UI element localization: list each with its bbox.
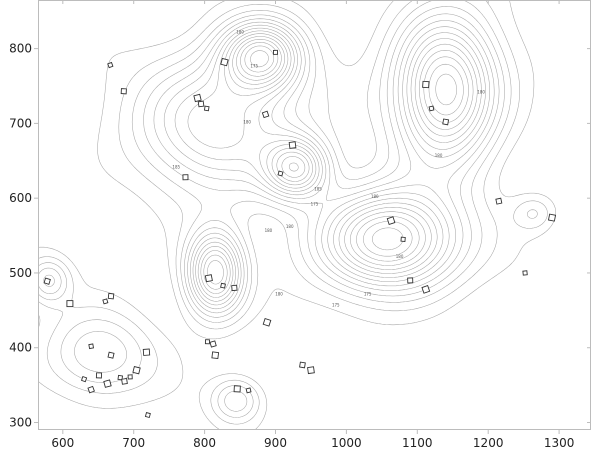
elevation-label: 180	[243, 119, 251, 124]
x-tick-label: 700	[122, 436, 145, 450]
elevation-label: 180	[286, 224, 294, 229]
elevation-label: 180	[435, 153, 443, 158]
plot-frame	[38, 0, 591, 430]
building-marker	[132, 365, 141, 375]
building-marker	[262, 317, 272, 327]
building-marker	[95, 372, 103, 379]
building-marker	[407, 277, 414, 284]
building-marker	[204, 274, 213, 283]
elevation-label: 180	[396, 254, 404, 259]
y-tick-label: 600	[9, 191, 32, 205]
building-marker	[193, 93, 202, 103]
building-marker	[127, 374, 133, 380]
y-tick-label: 700	[9, 116, 32, 130]
x-tick-label: 1100	[402, 436, 433, 450]
contour-line	[244, 45, 457, 251]
building-marker	[120, 88, 127, 95]
x-tick-label: 1300	[544, 436, 575, 450]
contour-line	[38, 0, 556, 430]
building-marker	[261, 110, 270, 119]
building-marker	[288, 141, 297, 149]
building-marker	[80, 376, 88, 383]
contour-line	[187, 27, 486, 302]
building-marker	[209, 340, 217, 348]
building-marker	[272, 49, 279, 55]
y-tick-label: 800	[9, 42, 32, 56]
building-marker	[203, 105, 210, 112]
building-marker	[220, 57, 229, 67]
contour-line	[38, 6, 505, 412]
contour-line	[207, 39, 469, 285]
building-marker	[233, 385, 241, 393]
building-marker	[197, 100, 205, 108]
y-tick-label: 500	[9, 266, 32, 280]
building-marker	[87, 385, 95, 394]
elevation-label: 175	[332, 303, 340, 308]
building-marker	[245, 387, 252, 394]
contour-line	[43, 13, 500, 314]
elevation-label: 185	[172, 164, 180, 169]
elevation-label: 175	[250, 63, 258, 68]
x-tick-label: 600	[51, 436, 74, 450]
x-axis: 600 700 800 900 1000 1100 1200 1300	[51, 0, 574, 450]
building-marker	[121, 378, 128, 385]
contour-line	[174, 24, 490, 306]
contour-line	[240, 42, 464, 257]
building-marker	[299, 361, 306, 369]
building-marker	[495, 197, 503, 205]
elevation-label: 175	[311, 202, 319, 207]
contour-line	[250, 50, 269, 68]
building-marker	[400, 236, 406, 242]
elevation-labels: 180 175 180 175 180 180 180 180 175 180 180 180 185 1…	[172, 30, 485, 308]
building-marker	[422, 80, 430, 89]
building-marker	[144, 412, 151, 419]
x-tick-label: 800	[193, 436, 216, 450]
x-tick-label: 1000	[331, 436, 362, 450]
x-tick-label: 1200	[473, 436, 504, 450]
building-marker	[231, 284, 238, 292]
building-marker	[102, 298, 109, 305]
building-marker	[107, 61, 114, 69]
building-marker	[307, 366, 315, 375]
building-marker	[442, 118, 450, 126]
building-marker	[66, 300, 74, 308]
building-marker	[522, 270, 528, 276]
building-marker	[107, 292, 115, 300]
contour-line	[200, 33, 478, 294]
elevation-label: 175	[364, 291, 372, 296]
elevation-label: 180	[275, 291, 283, 296]
building-marker	[103, 379, 112, 388]
elevation-label: 180	[477, 89, 485, 94]
y-tick-label: 400	[9, 341, 32, 355]
building-marker	[182, 174, 189, 181]
building-marker	[204, 339, 210, 345]
building-marker	[211, 351, 220, 360]
contour-line	[203, 36, 474, 290]
building-marker	[43, 277, 51, 285]
building-markers	[43, 49, 557, 419]
x-tick-label: 900	[264, 436, 287, 450]
building-marker	[421, 285, 431, 294]
building-marker	[220, 282, 226, 289]
contour-line	[197, 30, 482, 298]
elevation-label: 180	[371, 194, 379, 199]
y-axis: 300 400 500 600 700 800	[9, 42, 591, 430]
building-marker	[428, 105, 435, 112]
contour-line	[38, 0, 538, 418]
elevation-label: 180	[265, 228, 273, 233]
contour-lines	[38, 0, 556, 430]
building-marker	[547, 213, 557, 222]
building-marker	[88, 343, 95, 350]
elevation-label: 185	[314, 187, 322, 192]
contour-line	[163, 20, 495, 310]
building-marker	[142, 348, 151, 356]
building-marker	[386, 216, 396, 225]
building-marker	[277, 170, 284, 177]
elevation-label: 180	[236, 30, 244, 35]
y-tick-label: 300	[9, 416, 32, 430]
building-marker	[107, 351, 115, 359]
building-marker	[117, 374, 124, 381]
